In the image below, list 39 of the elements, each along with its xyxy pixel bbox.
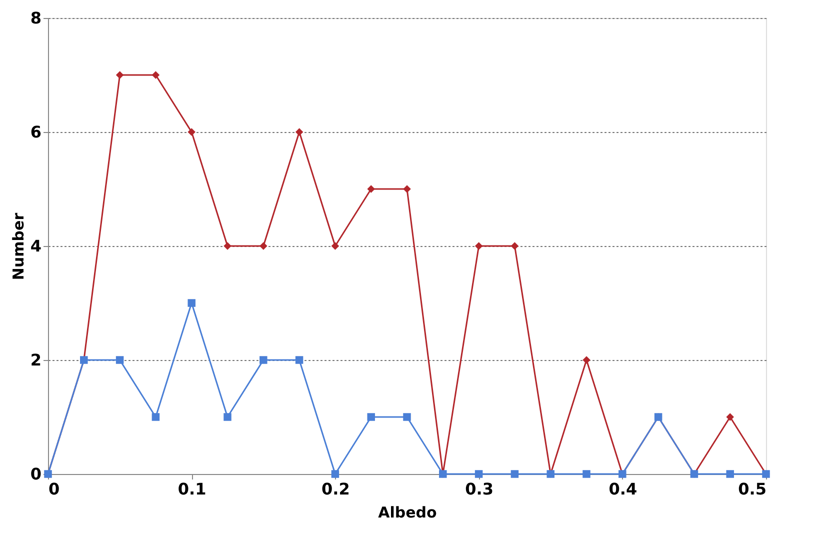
x-tick-label: 0.3: [465, 480, 494, 498]
point: [582, 356, 590, 364]
y-tick-label: 8: [30, 8, 42, 28]
point: [474, 470, 483, 478]
x-tick-label: 0: [48, 480, 60, 498]
point: [224, 242, 232, 250]
point: [260, 242, 268, 250]
point: [403, 413, 411, 421]
point: [582, 470, 590, 478]
point: [224, 413, 232, 421]
point: [331, 242, 340, 250]
y-tick-label: 4: [30, 236, 42, 256]
point: [116, 71, 124, 79]
point: [510, 470, 519, 478]
point: [367, 413, 375, 421]
point: [474, 242, 483, 250]
point: [367, 185, 375, 193]
y-axis-title: Number: [9, 212, 28, 280]
point: [152, 413, 160, 421]
point: [510, 242, 519, 250]
x-tick-label: 0.4: [608, 480, 638, 498]
point: [152, 71, 160, 79]
point: [331, 470, 340, 478]
x-tick-label: 0.2: [322, 480, 350, 498]
y-tick-label: 6: [30, 122, 42, 142]
point: [726, 413, 734, 421]
point: [726, 470, 734, 478]
point: [295, 356, 304, 364]
x-tick-label: 0.1: [178, 480, 206, 498]
point: [260, 356, 268, 364]
point: [295, 128, 304, 136]
x-tick-label: 0.5: [738, 480, 766, 498]
point: [116, 356, 124, 364]
y-tick-label: 2: [30, 350, 42, 370]
point: [188, 299, 196, 307]
point: [403, 185, 411, 193]
point: [188, 128, 196, 136]
y-tick-label: 0: [30, 464, 42, 484]
x-axis-title: Albedo: [378, 504, 437, 522]
